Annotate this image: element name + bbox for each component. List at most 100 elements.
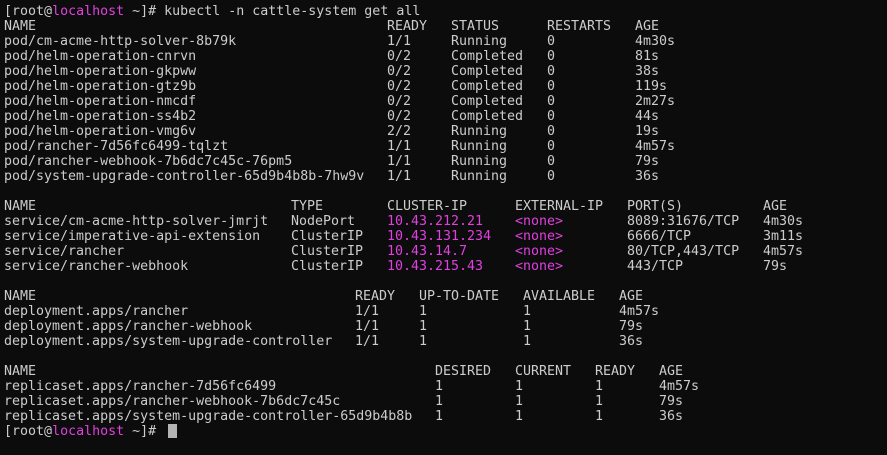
pods-cell-ready: 1/1 (387, 169, 412, 184)
deployments-cell-age: 79s (619, 319, 644, 334)
pods-row: pod/helm-operation-gtz9b 0/2 Completed 0 119… (0, 79, 887, 94)
replicasets-header-ready: READY (595, 364, 636, 379)
prompt-host: localhost (52, 4, 125, 19)
pods-cell-age: 44s (635, 109, 660, 124)
replicasets-header-age: AGE (659, 364, 684, 379)
pods-cell-ready: 1/1 (387, 139, 412, 154)
services-cell-name: service/cm-acme-http-solver-jmrjt (4, 214, 269, 229)
deployments-header-row: NAME READY UP-TO-DATE AVAILABLE AGE (0, 289, 887, 304)
pods-cell-age: 119s (635, 79, 668, 94)
replicasets-header-name: NAME (4, 364, 37, 379)
pods-cell-ready: 0/2 (387, 94, 412, 109)
pods-header-name: NAME (4, 19, 37, 34)
deployments-cell-ready: 1/1 (355, 334, 380, 349)
pods-header-status: STATUS (451, 19, 500, 34)
replicasets-cell-ready: 1 (595, 394, 604, 409)
replicasets-cell-age: 36s (659, 409, 684, 424)
services-cell-type: ClusterIP (291, 244, 364, 259)
pods-header-age: AGE (635, 19, 660, 34)
pods-cell-name: pod/rancher-webhook-7b6dc7c45c-76pm5 (4, 154, 293, 169)
services-header-externalip: EXTERNAL-IP (515, 199, 604, 214)
deployments-cell-name: deployment.apps/rancher (4, 304, 189, 319)
pods-row: pod/rancher-webhook-7b6dc7c45c-76pm5 1/1 R… (0, 154, 887, 169)
pods-cell-status: Completed (451, 79, 524, 94)
deployments-row: deployment.apps/rancher-webhook 1/1 1 1 79s (0, 319, 887, 334)
pods-header-row: NAME READY STATUS RESTARTS AGE (0, 19, 887, 34)
pods-row: pod/helm-operation-cnrvn 0/2 Completed 0 81s (0, 49, 887, 64)
deployments-cell-ready: 1/1 (355, 304, 380, 319)
prompt-dir: ~ (124, 4, 141, 19)
services-cell-age: 4m30s (763, 214, 804, 229)
replicasets-cell-current: 1 (515, 409, 524, 424)
services-header-type: TYPE (291, 199, 324, 214)
deployments-header-uptodate: UP-TO-DATE (419, 289, 500, 304)
pods-cell-name: pod/helm-operation-nmcdf (4, 94, 197, 109)
services-cell-name: service/imperative-api-extension (4, 229, 261, 244)
pods-cell-status: Running (451, 154, 508, 169)
deployments-cell-uptodate: 1 (419, 334, 428, 349)
pods-cell-ready: 0/2 (387, 79, 412, 94)
services-cell-ports: 443/TCP (627, 259, 684, 274)
replicasets-cell-age: 4m57s (659, 379, 700, 394)
pods-cell-ready: 1/1 (387, 34, 412, 49)
pods-cell-restarts: 0 (547, 169, 556, 184)
replicasets-header-current: CURRENT (515, 364, 572, 379)
pods-cell-name: pod/helm-operation-vmg6v (4, 124, 197, 139)
pods-cell-restarts: 0 (547, 34, 556, 49)
pods-cell-name: pod/cm-acme-http-solver-8b79k (4, 34, 237, 49)
pods-cell-restarts: 0 (547, 139, 556, 154)
pods-cell-age: 81s (635, 49, 660, 64)
pods-cell-age: 79s (635, 154, 660, 169)
replicasets-cell-name: replicaset.apps/rancher-7d56fc6499 (4, 379, 277, 394)
services-cell-externalip: <none> (515, 214, 564, 229)
deployments-cell-available: 1 (523, 319, 532, 334)
services-header-age: AGE (763, 199, 788, 214)
pods-header-restarts: RESTARTS (547, 19, 612, 34)
replicasets-cell-ready: 1 (595, 379, 604, 394)
replicasets-row: replicaset.apps/rancher-7d56fc6499 1 1 1 4m5… (0, 379, 887, 394)
prompt-at: @ (44, 4, 53, 19)
blank-line (0, 349, 887, 364)
services-header-row: NAME TYPE CLUSTER-IP EXTERNAL-IP PORT(S) AGE (0, 199, 887, 214)
deployments-cell-age: 36s (619, 334, 644, 349)
pods-cell-status: Completed (451, 64, 524, 79)
pods-cell-restarts: 0 (547, 49, 556, 64)
replicasets-row: replicaset.apps/system-upgrade-controlle… (0, 409, 887, 424)
deployments-cell-ready: 1/1 (355, 319, 380, 334)
services-header-ports: PORT(S) (627, 199, 684, 214)
text-cursor (168, 424, 178, 438)
pods-cell-ready: 2/2 (387, 124, 412, 139)
pods-header-ready: READY (387, 19, 428, 34)
pods-cell-status: Running (451, 34, 508, 49)
pods-cell-age: 36s (635, 169, 660, 184)
pods-cell-status: Running (451, 169, 508, 184)
services-cell-age: 79s (763, 259, 788, 274)
prompt-at: @ (44, 424, 53, 439)
services-cell-clusterip: 10.43.131.234 (387, 229, 492, 244)
services-cell-ports: 8089:31676/TCP (627, 214, 740, 229)
pods-cell-status: Running (451, 139, 508, 154)
deployments-cell-uptodate: 1 (419, 304, 428, 319)
pods-cell-ready: 1/1 (387, 154, 412, 169)
pods-row: pod/helm-operation-ss4b2 0/2 Completed 0 44s (0, 109, 887, 124)
services-cell-type: ClusterIP (291, 259, 364, 274)
deployments-row: deployment.apps/system-upgrade-controlle… (0, 334, 887, 349)
pods-cell-age: 4m57s (635, 139, 676, 154)
prompt-bracket: [ (4, 4, 13, 19)
services-cell-age: 3m11s (763, 229, 804, 244)
replicasets-cell-name: replicaset.apps/rancher-webhook-7b6dc7c4… (4, 394, 341, 409)
services-row: service/rancher ClusterIP 10.43.14.7 <none>… (0, 244, 887, 259)
services-cell-clusterip: 10.43.14.7 (387, 244, 468, 259)
pods-cell-restarts: 0 (547, 109, 556, 124)
services-cell-ports: 6666/TCP (627, 229, 692, 244)
prompt-user: root (12, 424, 45, 439)
services-cell-name: service/rancher (4, 244, 125, 259)
prompt-host: localhost (52, 424, 125, 439)
services-header-clusterip: CLUSTER-IP (387, 199, 468, 214)
replicasets-cell-current: 1 (515, 379, 524, 394)
services-cell-externalip: <none> (515, 259, 564, 274)
deployments-cell-available: 1 (523, 304, 532, 319)
pods-cell-restarts: 0 (547, 124, 556, 139)
replicasets-cell-current: 1 (515, 394, 524, 409)
